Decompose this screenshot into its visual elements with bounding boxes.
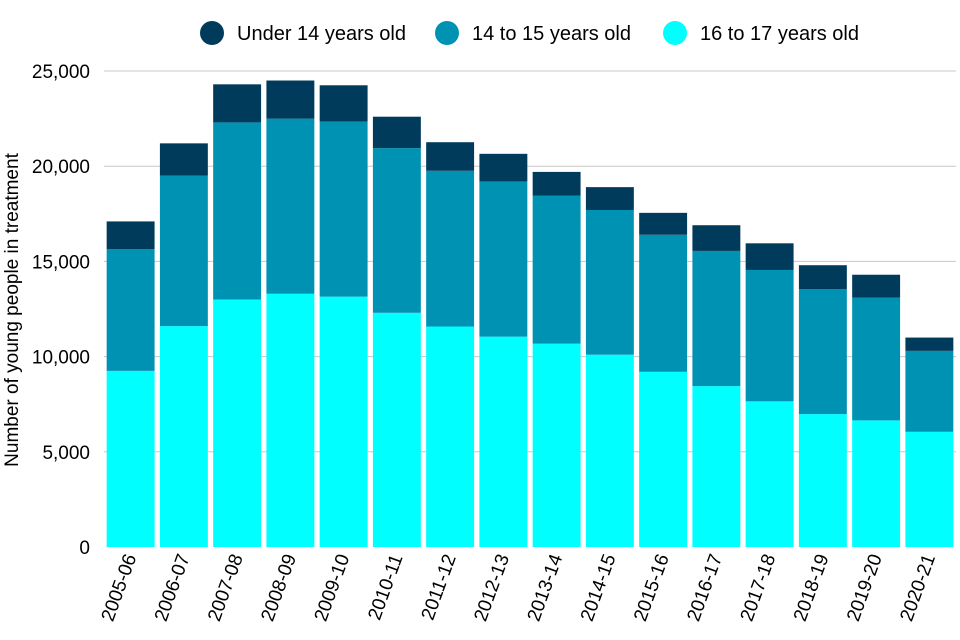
legend-item: 14 to 15 years old [435, 21, 631, 45]
bar-segment [852, 274, 901, 298]
y-tick-label: 15,000 [32, 252, 90, 273]
bar-segment [106, 370, 155, 547]
bar-segment [532, 195, 581, 344]
y-tick-label: 0 [79, 538, 90, 559]
bar-segment [905, 431, 954, 547]
bar-segment [159, 175, 208, 327]
bar-segment [372, 312, 421, 547]
bar-segment [213, 299, 262, 547]
y-tick-label: 5,000 [42, 443, 90, 464]
y-tick-label: 25,000 [32, 62, 90, 83]
bar-segment [426, 326, 475, 547]
legend-swatch [435, 21, 459, 45]
legend-item: 16 to 17 years old [663, 21, 859, 45]
bar-segment [479, 153, 528, 182]
x-tick-labels: 2005-06 2006-07 2007-08 2008-09 2009-10 2010-… [98, 551, 940, 624]
bar-segment [798, 414, 847, 547]
bar-segment [585, 187, 634, 210]
bar-segment [479, 336, 528, 547]
bar-segment [532, 171, 581, 196]
legend-item: Under 14 years old [200, 21, 406, 45]
x-tick-label: 2019-20 [843, 552, 887, 625]
y-tick-label: 20,000 [32, 157, 90, 178]
bars [106, 80, 954, 547]
bar-segment [106, 221, 155, 250]
bar-segment [585, 209, 634, 355]
legend-label: 16 to 17 years old [700, 23, 859, 45]
bar-segment [745, 243, 794, 270]
x-tick-label: 2013-14 [524, 551, 568, 624]
bar-segment [798, 265, 847, 290]
bar-segment [319, 121, 368, 297]
bar-segment [426, 170, 475, 327]
bar-segment [372, 116, 421, 149]
x-tick-label: 2015-16 [630, 552, 674, 625]
bar-segment [159, 143, 208, 176]
legend: Under 14 years old 14 to 15 years old 16 t… [200, 21, 859, 45]
x-tick-label: 2014-15 [577, 552, 621, 625]
bar-segment [692, 225, 741, 251]
bar-segment [159, 326, 208, 547]
bar-segment [745, 401, 794, 547]
bar-segment [745, 269, 794, 402]
bar-segment [639, 212, 688, 235]
bar-segment [639, 234, 688, 372]
bar-segment [319, 296, 368, 547]
bar-segment [319, 85, 368, 122]
x-tick-label: 2010-11 [364, 552, 407, 623]
bar-segment [905, 350, 954, 432]
x-tick-label: 2007-08 [204, 552, 248, 625]
bar-segment [532, 343, 581, 547]
bar-segment [852, 420, 901, 547]
bar-segment [106, 249, 155, 371]
bar-segment [213, 84, 262, 123]
bar-segment [266, 293, 315, 547]
x-tick-label: 2020-21 [896, 552, 940, 625]
legend-swatch [200, 21, 224, 45]
x-tick-label: 2006-07 [151, 552, 195, 625]
bar-segment [798, 289, 847, 415]
bar-segment [266, 80, 315, 119]
y-tick-label: 10,000 [32, 348, 90, 369]
x-tick-label: 2005-06 [98, 552, 142, 625]
bar-segment [692, 250, 741, 387]
bar-segment [213, 122, 262, 300]
x-tick-label: 2012-13 [470, 552, 514, 625]
x-tick-label: 2009-10 [311, 552, 355, 625]
x-tick-label: 2008-09 [257, 552, 301, 625]
x-tick-label: 2017-18 [737, 552, 781, 625]
x-tick-label: 2018-19 [790, 552, 834, 625]
bar-segment [905, 337, 954, 351]
legend-swatch [663, 21, 687, 45]
bar-segment [479, 181, 528, 337]
y-axis-title: Number of young people in treatment [2, 152, 23, 466]
x-tick-label: 2011-12 [418, 552, 461, 623]
x-tick-label: 2016-17 [683, 552, 727, 625]
legend-label: 14 to 15 years old [472, 23, 631, 45]
bar-segment [852, 297, 901, 421]
bar-segment [426, 142, 475, 171]
bar-segment [585, 354, 634, 547]
bar-segment [692, 386, 741, 547]
bar-segment [639, 371, 688, 547]
y-tick-labels: 0 5,000 10,000 15,000 20,000 25,000 [32, 62, 90, 559]
bar-segment [372, 148, 421, 313]
bar-segment [266, 118, 315, 294]
legend-label: Under 14 years old [237, 23, 406, 45]
